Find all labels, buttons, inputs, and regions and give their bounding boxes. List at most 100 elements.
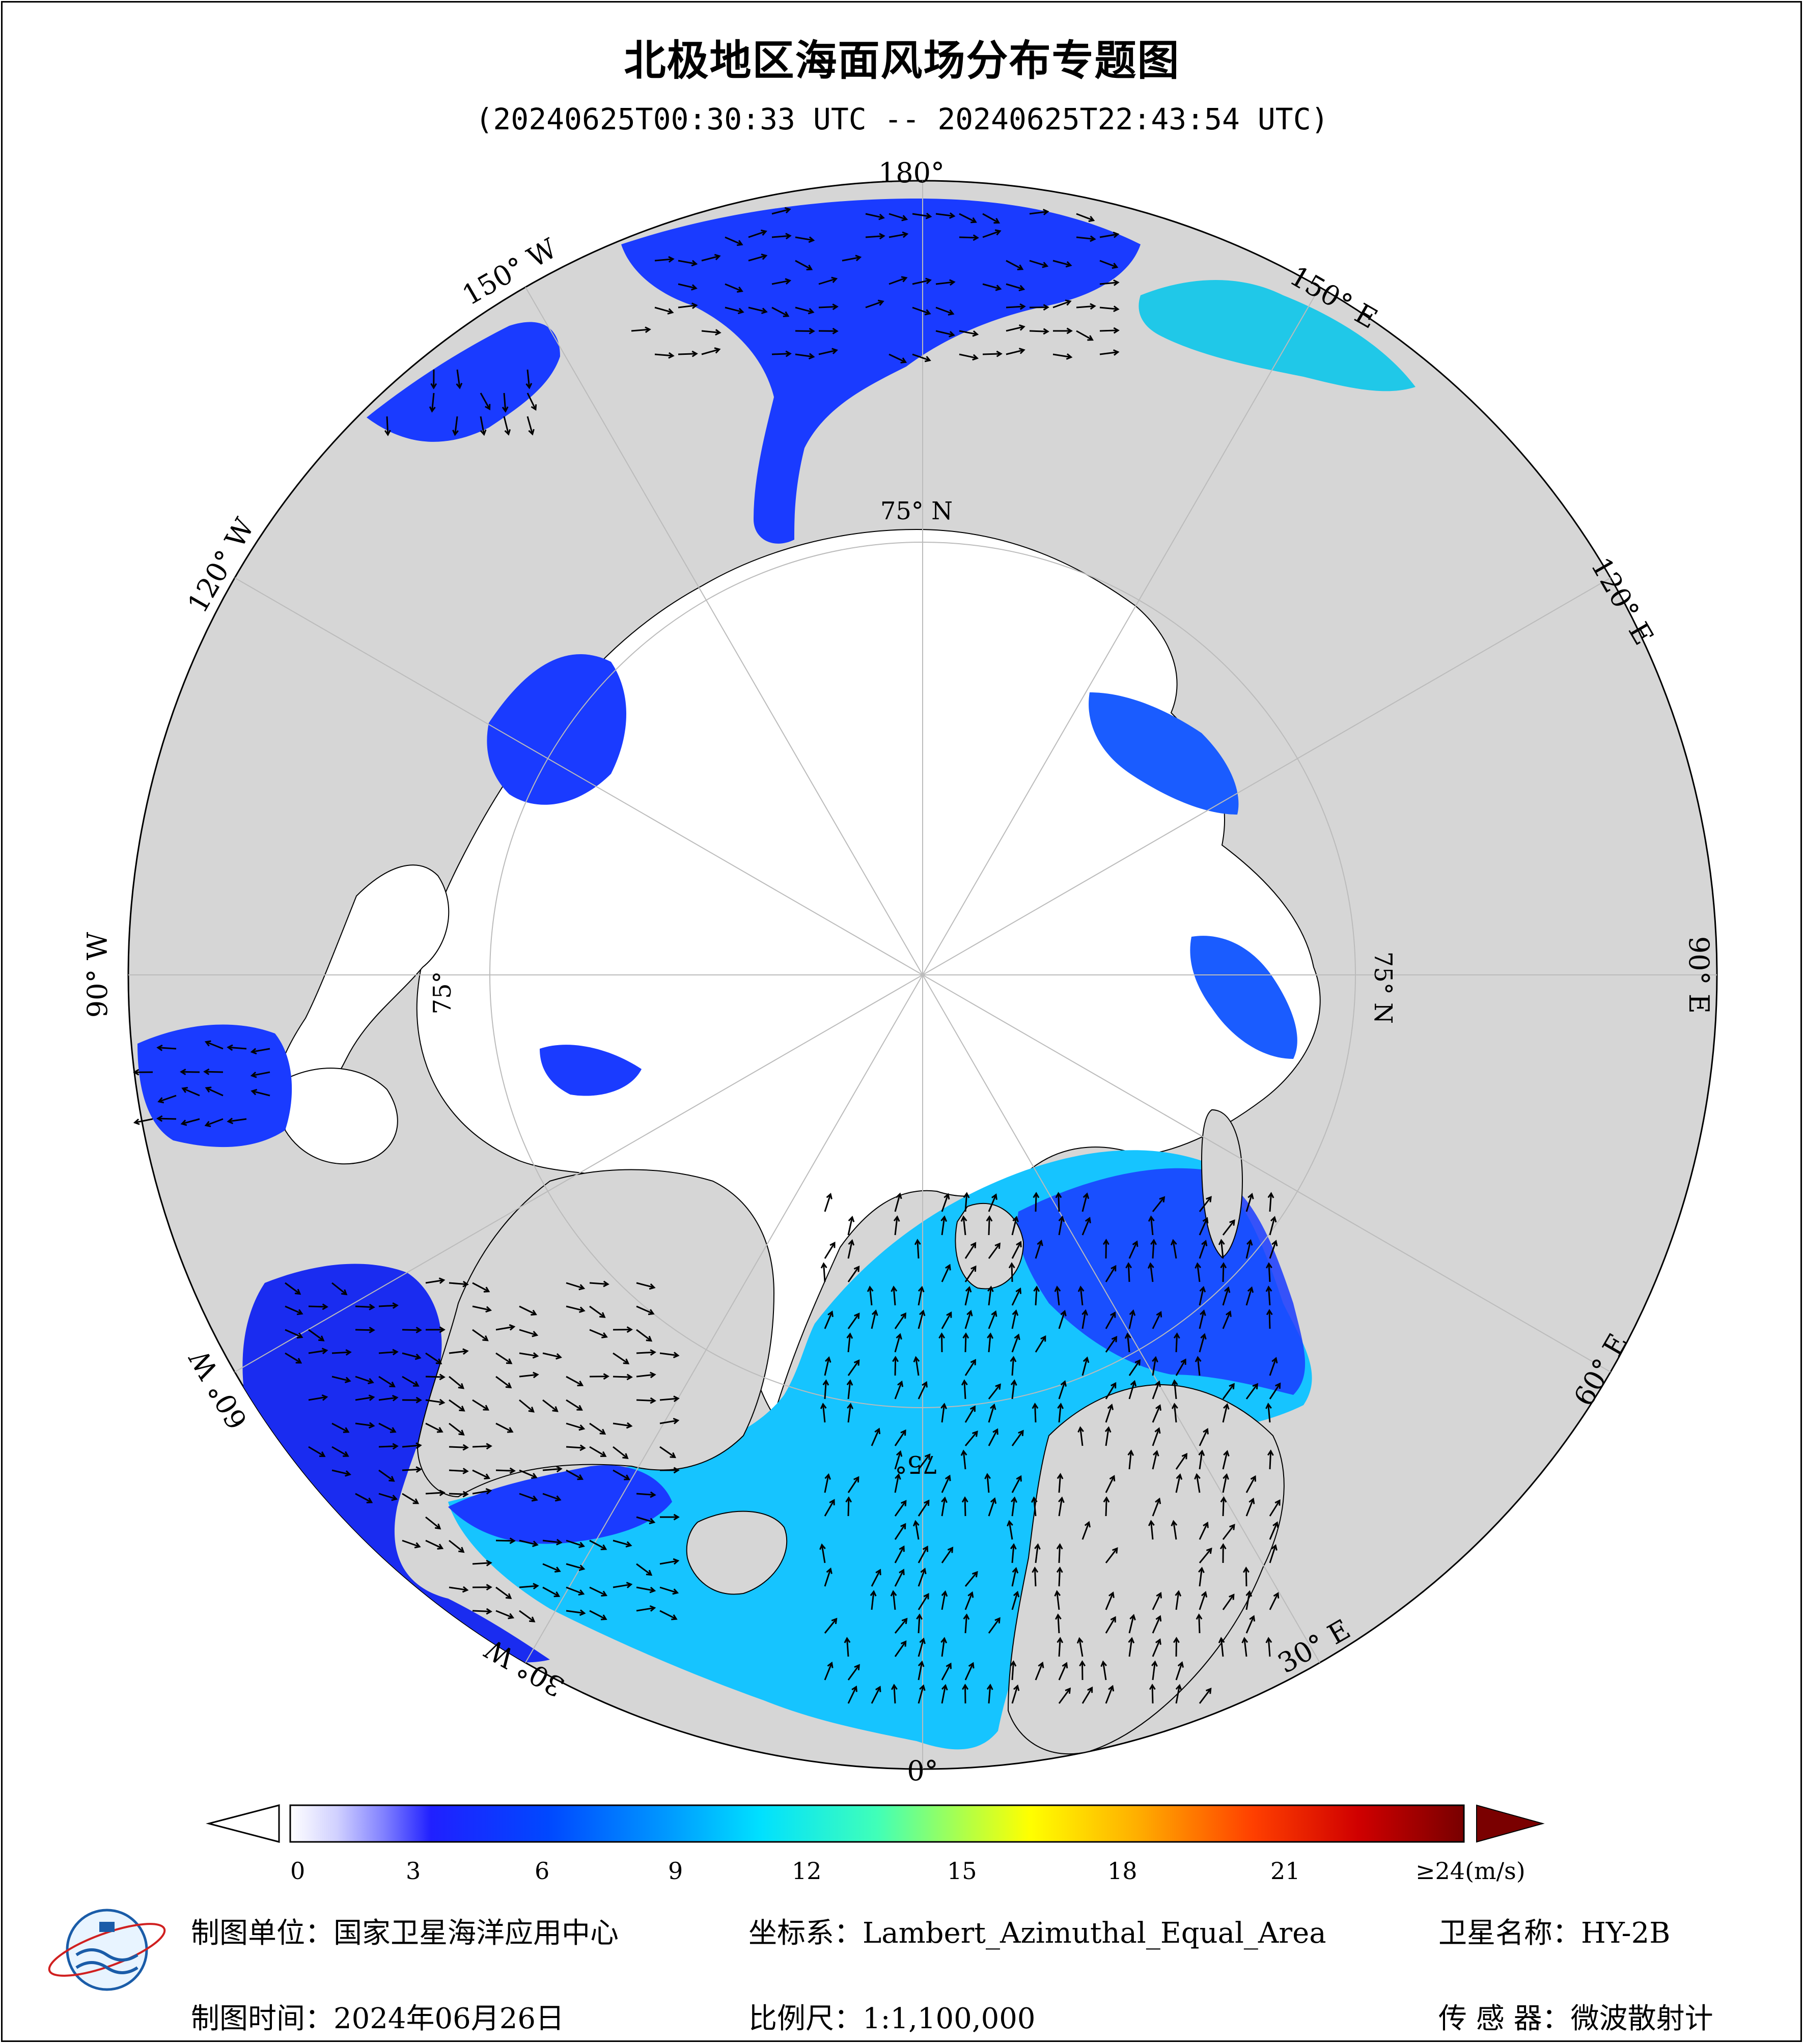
wind-arrow-head (204, 1121, 211, 1127)
wind-arrow-head (579, 1444, 586, 1451)
wind-arrow-head (671, 1614, 678, 1620)
wind-arrow-head (1128, 1637, 1135, 1644)
wind-arrow (988, 1194, 997, 1212)
wind-arrow (1011, 1334, 1019, 1353)
wind-arrow-head (965, 1286, 972, 1293)
wind-arrow-head (452, 429, 459, 436)
wind-arrow (1152, 1196, 1165, 1212)
wind-arrow-head (1083, 1356, 1090, 1363)
wind-arrow (636, 1351, 655, 1354)
wind-arrow (986, 1474, 990, 1493)
wind-arrow (1199, 1241, 1207, 1259)
wind-arrow (566, 1422, 584, 1430)
wind-arrow-head (462, 1444, 469, 1451)
wind-arrow-head (554, 1495, 562, 1502)
wind-arrow-head (832, 303, 839, 311)
wind-arrow-head (1107, 1404, 1114, 1410)
wind-arrow-head (916, 1613, 923, 1620)
wind-vectors (133, 207, 1281, 1704)
wind-arrow-head (459, 1406, 465, 1412)
wind-arrow-head (205, 1086, 212, 1093)
wind-arrow (1052, 260, 1071, 266)
wind-arrow-head (918, 1285, 925, 1293)
wind-arrow (1011, 1381, 1015, 1399)
wind-arrow (542, 1539, 561, 1544)
wind-arrow-head (672, 1588, 679, 1595)
wind-arrow (454, 416, 458, 435)
wind-arrow (1011, 1592, 1018, 1610)
wind-arrow-head (1100, 1660, 1107, 1667)
wind-arrow (824, 1381, 827, 1399)
wind-arrow-head (439, 1326, 446, 1333)
colorbar-tick-21: 21 (1270, 1857, 1300, 1885)
wind-arrow-head (919, 1309, 926, 1317)
wind-arrow (988, 1287, 992, 1306)
wind-arrow-head (1016, 1475, 1022, 1482)
wind-arrow-head (941, 1496, 948, 1503)
wind-arrow-head (963, 1192, 970, 1198)
wind-arrow-head (439, 1489, 446, 1496)
wind-arrow-head (1152, 1356, 1158, 1363)
wind-arrow-head (826, 1567, 832, 1574)
wind-arrow (824, 1500, 835, 1517)
wind-arrow (894, 1313, 906, 1329)
wind-arrow (1199, 1334, 1206, 1353)
wind-arrow-head (180, 1119, 187, 1126)
wind-arrow (1126, 1334, 1130, 1353)
wind-arrow (1199, 1196, 1212, 1212)
wind-arrow-head (553, 1591, 561, 1598)
wind-arrow-head (1102, 1239, 1109, 1245)
wind-arrow (964, 1333, 967, 1353)
wind-arrow-head (204, 1040, 211, 1047)
wind-arrow (847, 1665, 860, 1681)
wind-arrow-head (1043, 304, 1049, 311)
wind-arrow (1034, 1404, 1037, 1423)
wind-arrow-head (895, 1473, 901, 1480)
wind-arrow (824, 1194, 831, 1212)
wind-arrow-head (462, 1586, 469, 1593)
wind-arrow (659, 1586, 678, 1594)
colorbar-tick-9: 9 (668, 1857, 683, 1885)
wind-arrow-head (1125, 1262, 1132, 1269)
wind-arrow (701, 348, 720, 355)
wind-arrow (1199, 1568, 1203, 1587)
wind-arrow-head (1113, 279, 1120, 286)
wind-arrow (941, 1591, 946, 1610)
wind-arrow-head (556, 1466, 563, 1473)
wind-arrow-head (995, 285, 1002, 291)
wind-arrow (918, 1685, 924, 1704)
wind-arrow-head (579, 1609, 586, 1616)
wind-arrow (1152, 1405, 1161, 1423)
wind-arrow (519, 1493, 537, 1501)
wind-arrow (1175, 1662, 1183, 1681)
wind-arrow (941, 1217, 946, 1236)
wind-arrow (425, 1492, 444, 1495)
wind-arrow-head (877, 299, 884, 306)
wind-arrow (402, 1468, 421, 1471)
wind-arrow (912, 306, 930, 315)
wind-arrow (472, 1305, 491, 1311)
wind-arrow (355, 1422, 374, 1427)
wind-arrow (962, 1217, 966, 1236)
wind-arrow-head (1195, 1262, 1202, 1269)
wind-arrow-head (785, 278, 792, 285)
wind-arrow (795, 306, 814, 313)
wind-arrow (425, 1399, 444, 1404)
wind-arrow-head (1076, 1637, 1084, 1644)
wind-arrow-head (1043, 328, 1049, 335)
lat-label-left: 75° (428, 971, 457, 1014)
wind-arrow (566, 1469, 583, 1480)
footer-unit: 制图单位：国家卫星海洋应用中心 (191, 1917, 619, 1950)
wind-arrow-head (806, 264, 813, 271)
wind-arrow (654, 306, 673, 314)
wind-arrow-head (1014, 1333, 1020, 1340)
wind-arrow-head (1220, 1496, 1227, 1503)
wind-arrow (894, 1500, 907, 1517)
wind-arrow-head (992, 1428, 998, 1435)
wind-arrow-head (940, 1403, 947, 1410)
wind-arrow (1175, 1359, 1186, 1376)
wind-arrow-head (133, 1118, 140, 1125)
wind-arrow-head (919, 1637, 926, 1644)
wind-arrow-head (668, 256, 675, 263)
lat-label-top: 75° N (880, 497, 953, 525)
